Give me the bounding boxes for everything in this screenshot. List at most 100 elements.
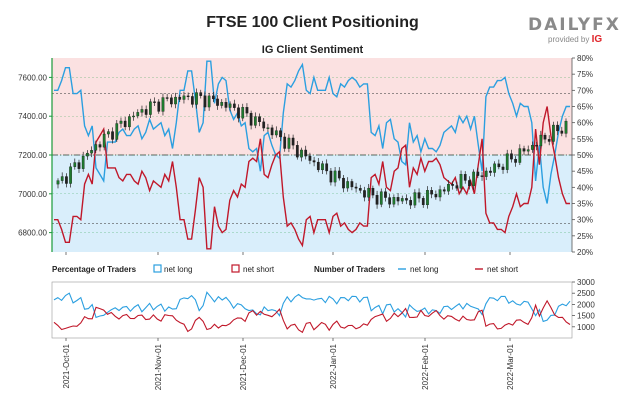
candle-body [476,171,480,176]
candle-body [426,190,429,206]
candle-body [157,101,161,112]
candle-body [543,134,547,140]
percent-tick-label: 65% [577,103,593,112]
candle-body [60,176,64,181]
num-legend-short-label: net short [487,265,519,274]
date-tick-label: 2022-Jan-01 [329,343,338,388]
candle-body [73,162,77,167]
candle-body [556,124,559,132]
number-tick-label: 1500 [577,312,595,321]
candle-body [337,170,341,179]
candle-body [262,121,266,129]
candle-body [329,170,333,183]
date-tick-label: 2022-Mar-01 [506,343,515,389]
candle-body [86,152,89,157]
candle-body [505,153,509,170]
ig-logo: IG [591,34,603,45]
candle-body [228,103,232,108]
num-legend-long-label: net long [410,265,438,274]
date-tick-label: 2021-Oct-01 [62,343,71,388]
candle-body [241,107,245,119]
candle-body [107,131,110,135]
percent-tick-label: 20% [577,248,593,257]
candle-body [144,109,148,115]
pct-legend-short-label: net short [243,265,275,274]
pct-legend-title: Percentage of Traders [52,265,137,274]
candle-body [249,112,253,126]
candle-body [283,136,287,149]
percent-tick-label: 75% [577,70,593,79]
candle-body [102,133,106,148]
candle-body [358,188,362,191]
candle-body [216,98,219,106]
candle-body [325,163,329,172]
percent-tick-label: 50% [577,151,593,160]
candle-body [220,102,224,106]
price-tick-label: 6800.00 [18,229,47,238]
net-long-line [54,60,570,204]
candle-body [384,191,387,198]
candle-body [253,116,257,126]
percent-tick-label: 30% [577,216,593,225]
candle-body [346,181,350,189]
candle-body [518,148,522,163]
candle-body [442,189,446,192]
candle-body [514,158,517,163]
candle-body [295,145,299,158]
candle-body [430,190,434,195]
candle-body [510,153,513,160]
candle-body [367,187,371,198]
candle-body [371,187,375,196]
candle-body [308,155,312,161]
candle-body [405,198,408,201]
candle-body [232,103,236,108]
candle-body [115,123,119,140]
price-tick-label: 7600.00 [18,73,47,82]
pct-legend-long-label: net long [164,265,192,274]
candle-body [186,95,190,98]
percent-tick-label: 60% [577,119,593,128]
candle-body [211,95,215,100]
candle-body [480,175,484,177]
candle-body [56,180,60,185]
candle-body [321,163,324,171]
candle-body [94,144,98,151]
candle-body [421,198,425,206]
candle-body [165,97,169,99]
candle-body [455,185,459,189]
brand-provided-by-text: provided by [548,35,590,44]
candle-body [132,115,135,118]
candle-body [224,102,228,108]
candle-body [468,180,471,187]
candle-body [363,190,366,198]
candle-body [245,107,249,114]
candle-body [413,192,417,206]
candle-body [459,174,463,189]
candle-body [274,130,278,136]
percent-tick-label: 70% [577,86,593,95]
candle-body [199,92,203,96]
candle-body [136,112,140,117]
percent-tick-label: 55% [577,135,593,144]
percent-tick-label: 35% [577,200,593,209]
candle-body [354,186,358,189]
candle-body [434,194,438,198]
net-short-line [54,106,570,250]
dailyfx-logo: DAILYFX [528,15,621,35]
candle-body [270,127,274,136]
pct-legend-long-swatch [153,264,162,273]
candle-body [69,166,72,184]
candle-body [123,120,127,128]
number-tick-label: 1000 [577,323,595,332]
price-tick-label: 7200.00 [18,151,47,160]
candle-body [522,148,526,152]
candle-body [375,194,379,205]
candle-body [203,95,207,108]
candle-body [497,163,501,168]
date-tick-label: 2021-Nov-01 [154,343,163,390]
candle-body [463,174,467,181]
short-zone [52,58,572,155]
candle-body [451,184,454,186]
candle-body [484,170,488,177]
